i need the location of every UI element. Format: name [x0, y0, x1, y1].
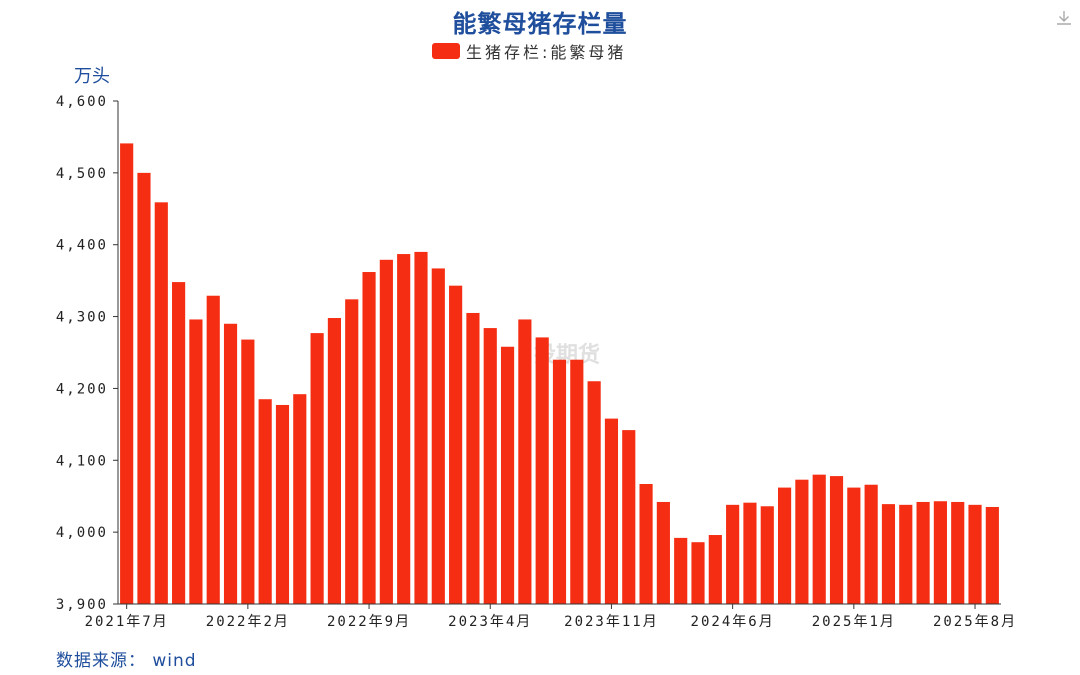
chart-legend[interactable]: 生猪存栏:能繁母猪 — [432, 40, 626, 62]
y-tick-label: 4,600 — [56, 94, 108, 110]
bar — [120, 143, 134, 604]
bar — [778, 487, 792, 604]
bar — [189, 319, 203, 604]
bar — [552, 359, 567, 604]
x-tick-label: 2023年4月 — [448, 614, 532, 630]
y-tick-label: 4,100 — [56, 453, 108, 469]
x-tick-label: 2024年6月 — [691, 614, 775, 630]
bar — [275, 404, 290, 604]
bar — [864, 484, 878, 604]
bar — [172, 282, 186, 604]
bar — [535, 337, 549, 604]
bar — [726, 504, 740, 604]
data-source-note: 数据来源： wind — [56, 651, 197, 671]
bar — [258, 399, 272, 604]
chart-title: 能繁母猪存栏量 — [452, 10, 628, 38]
bar — [500, 346, 515, 604]
y-axis: 3,900 4,000 4,100 4,200 4,300 4,400 4,500 4,600 — [56, 94, 119, 613]
y-tick-label: 3,900 — [56, 597, 108, 613]
x-tick-label: 2025年1月 — [812, 614, 896, 630]
bar — [137, 172, 151, 605]
y-axis-unit-label: 万头 — [74, 66, 110, 87]
bar — [812, 474, 826, 604]
bar — [362, 272, 376, 604]
bar — [639, 484, 653, 604]
bar — [397, 254, 411, 604]
download-icon[interactable] — [1054, 8, 1074, 28]
bar — [951, 501, 965, 604]
bar — [518, 319, 532, 604]
bars-group — [120, 143, 999, 605]
y-tick-label: 4,300 — [56, 310, 108, 326]
x-tick-label: 2025年8月 — [933, 614, 1017, 630]
bar — [743, 502, 757, 604]
bar — [691, 542, 705, 604]
bar — [968, 504, 982, 604]
bar — [933, 501, 947, 604]
bar — [570, 359, 584, 604]
bar — [241, 339, 255, 604]
bar — [916, 501, 930, 604]
bar — [708, 535, 722, 604]
bar — [604, 418, 619, 604]
bar — [414, 251, 428, 604]
bar — [985, 506, 999, 604]
bar — [223, 323, 238, 604]
bar — [622, 430, 636, 604]
bar — [674, 537, 688, 604]
bar — [466, 312, 480, 604]
x-axis: 2021年7月 2022年2月 2022年9月 2023年4月 2023年11月 2024… — [85, 603, 1017, 630]
y-tick-label: 4,500 — [56, 166, 108, 182]
bar — [379, 259, 393, 604]
bar — [206, 295, 220, 604]
bar — [431, 268, 445, 604]
x-tick-label: 2021年7月 — [85, 614, 169, 630]
y-tick-label: 4,000 — [56, 525, 108, 541]
bar — [449, 285, 463, 604]
bar — [899, 504, 913, 604]
bar — [293, 394, 307, 604]
bar — [345, 299, 359, 604]
bar — [656, 501, 670, 604]
bar-chart: 投期货 3,9004,0004,1004,2004,3004,4004,5004… — [56, 94, 1017, 630]
legend-label: 生猪存栏:能繁母猪 — [466, 43, 627, 62]
bar — [760, 506, 774, 604]
bar — [310, 333, 324, 604]
x-tick-label: 2022年9月 — [327, 614, 411, 630]
bar — [847, 487, 861, 604]
bar — [327, 318, 341, 604]
bar — [795, 479, 809, 604]
bar — [483, 328, 497, 604]
y-tick-label: 4,200 — [56, 381, 108, 397]
bar — [587, 381, 601, 604]
bar — [881, 504, 896, 604]
y-tick-label: 4,400 — [56, 238, 108, 254]
bar — [154, 202, 168, 604]
legend-swatch — [432, 43, 460, 59]
x-tick-label: 2023年11月 — [564, 614, 659, 630]
bar — [829, 476, 844, 604]
x-tick-label: 2022年2月 — [206, 614, 290, 630]
